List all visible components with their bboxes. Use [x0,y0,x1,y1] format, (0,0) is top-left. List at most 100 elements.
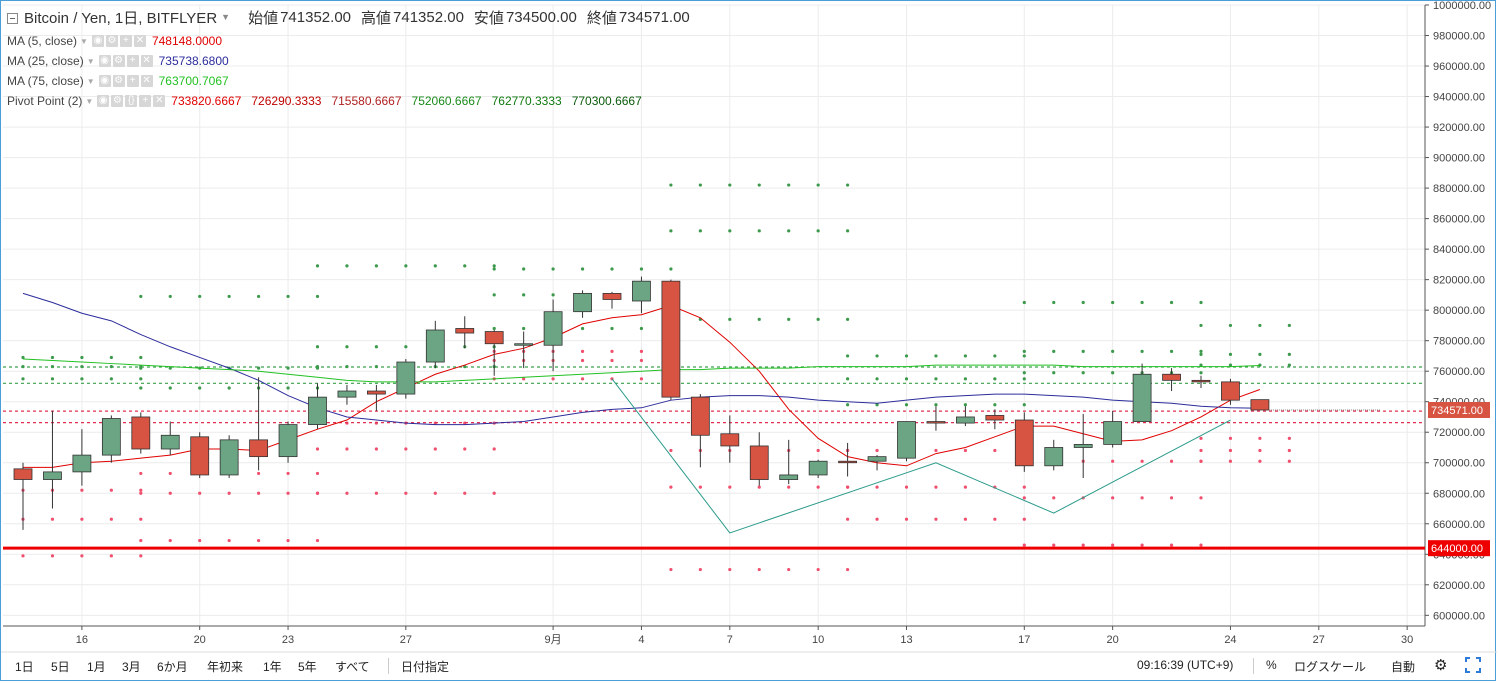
eye-icon[interactable]: ◉ [91,35,104,47]
range-5y-button[interactable]: 5年 [298,660,317,674]
range-all-button[interactable]: すべて [335,660,370,674]
candle-body[interactable] [926,421,946,424]
candle-body[interactable] [897,421,916,459]
indicator-row[interactable]: MA (25, close) ▼ ◉ ⚙ + ✕ 735738.6800 [7,51,700,71]
candle-body[interactable] [219,439,239,476]
range-5d-button[interactable]: 5日 [51,660,70,674]
candle-body[interactable] [72,454,92,473]
candle-body[interactable] [1073,444,1093,448]
gear-icon[interactable]: ⚙ [112,55,125,67]
range-3m-button[interactable]: 3月 [122,660,141,674]
log-scale-toggle[interactable]: ログスケール [1294,660,1367,674]
source-code-icon[interactable]: {} [125,95,138,107]
candle-body[interactable] [160,434,180,450]
indicator-name[interactable]: MA (25, close) [7,54,84,68]
pivot-resistance-dot [728,183,732,187]
pivot-resistance-dot [993,377,997,381]
symbol-title[interactable]: Bitcoin / Yen, 1日, BITFLYER [24,9,218,27]
pivot-support-dot [1169,543,1174,547]
candle-body[interactable] [308,396,327,425]
close-icon[interactable]: ✕ [140,75,153,87]
candle-body[interactable] [1221,381,1240,401]
candle-body[interactable] [366,390,386,395]
indicator-row[interactable]: MA (75, close) ▼ ◉ ⚙ + ✕ 763700.7067 [7,71,700,91]
indicator-row[interactable]: MA (5, close) ▼ ◉ ⚙ + ✕ 748148.0000 [7,31,700,51]
candle-body[interactable] [190,436,210,476]
pivot-support-dot [139,554,143,558]
candle-body[interactable] [278,424,298,458]
indicator-name[interactable]: MA (75, close) [7,74,84,88]
chevron-down-icon[interactable]: ▼ [80,36,88,46]
candle-body[interactable] [956,416,975,424]
indicator-name[interactable]: Pivot Point (2) [7,94,83,108]
indicator-row[interactable]: Pivot Point (2) ▼ ◉ ⚙{} + ✕ 733820.6667 726290.… [7,91,700,111]
indicator-name[interactable]: MA (5, close) [7,34,78,48]
candle-body[interactable] [101,418,121,456]
candle-body[interactable] [808,460,828,476]
auto-scale-toggle[interactable]: 自動 [1391,660,1416,674]
candle-body[interactable] [867,456,887,462]
candle-body[interactable] [425,329,445,363]
chevron-down-icon[interactable]: ▼ [86,56,95,66]
candle-body[interactable] [455,328,475,334]
range-1y-button[interactable]: 1年 [263,660,282,674]
candle-body[interactable] [1162,373,1181,381]
candle-body[interactable] [337,390,357,398]
candle-body[interactable] [1191,379,1211,383]
candle-body[interactable] [543,311,563,346]
candle-body[interactable] [632,280,651,302]
candle-body[interactable] [720,433,740,447]
fullscreen-icon[interactable] [1465,657,1481,676]
candle-body[interactable] [661,280,681,398]
close-icon[interactable]: ✕ [140,55,153,67]
candle-body[interactable] [396,361,416,395]
range-1m-button[interactable]: 1月 [87,660,106,674]
collapse-legend-icon[interactable] [7,12,18,24]
close-icon[interactable]: ✕ [153,95,166,107]
add-icon[interactable]: + [126,55,139,67]
candle-body[interactable] [1044,447,1064,467]
candle-body[interactable] [573,292,592,313]
candle-body[interactable] [602,292,622,300]
percent-toggle[interactable]: % [1266,658,1277,672]
chevron-down-icon[interactable]: ▼ [221,12,231,22]
chevron-down-icon[interactable]: ▼ [85,96,94,106]
candle-body[interactable] [249,439,269,458]
goto-date-button[interactable]: 日付指定 [401,660,450,674]
candle-body[interactable] [13,468,33,480]
pivot-support-dot [816,448,820,453]
candle-body[interactable] [1132,373,1152,422]
gear-icon[interactable]: ⚙ [105,35,118,47]
pivot-support-dot [580,377,585,381]
gear-icon[interactable]: ⚙ [112,75,125,87]
range-ytd-button[interactable]: 年初来 [207,660,244,674]
candle-body[interactable] [131,416,151,450]
candle-body[interactable] [749,445,769,480]
chevron-down-icon[interactable]: ▼ [86,76,95,86]
candle-body[interactable] [1103,421,1123,445]
range-6m-button[interactable]: 6か月 [157,660,188,674]
pivot-resistance-dot [227,294,231,299]
add-icon[interactable]: + [119,35,132,47]
pivot-support-dot [963,517,968,521]
candle-body[interactable] [1250,399,1270,411]
eye-icon[interactable]: ◉ [97,95,110,107]
candle-body[interactable] [690,396,710,436]
candle-body[interactable] [838,460,857,464]
gear-icon[interactable]: ⚙ [111,95,124,107]
candle-body[interactable] [1014,419,1034,467]
candle-body[interactable] [43,471,62,480]
gear-icon[interactable]: ⚙ [1434,657,1448,674]
close-value: 734571.00 [618,8,690,26]
candle-body[interactable] [779,474,799,480]
candle-body[interactable] [514,343,534,346]
candle-body[interactable] [484,331,504,345]
add-icon[interactable]: + [139,95,152,107]
add-icon[interactable]: + [126,75,139,87]
close-icon[interactable]: ✕ [133,35,146,47]
candle-body[interactable] [985,415,1005,421]
eye-icon[interactable]: ◉ [98,75,111,87]
range-1d-button[interactable]: 1日 [15,660,34,674]
eye-icon[interactable]: ◉ [98,55,111,67]
